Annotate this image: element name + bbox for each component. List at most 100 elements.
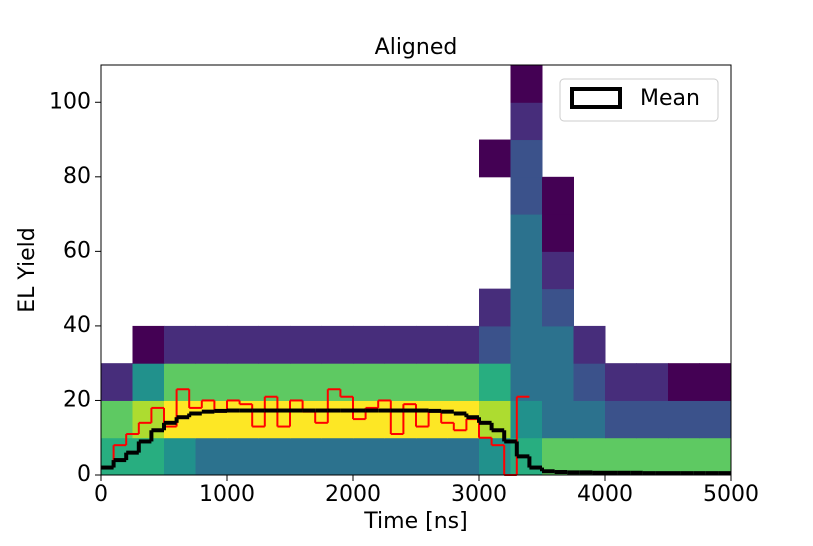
plot-frame (100, 64, 732, 476)
heatmap-cell (542, 325, 574, 364)
heatmap-cell (416, 400, 448, 439)
heatmap-cell (164, 325, 196, 364)
heatmap-cell (479, 437, 511, 476)
heatmap-cell (195, 325, 228, 364)
heatmap-cell (101, 363, 133, 401)
heatmap-cell (510, 363, 543, 401)
heatmap-cell (195, 437, 228, 476)
heatmap-cell (227, 400, 259, 439)
heatmap-cell (258, 437, 291, 476)
heatmap-cell (510, 176, 543, 215)
heatmap-cell (384, 363, 417, 401)
heatmap-cell (542, 251, 574, 290)
heatmap-cell (510, 65, 543, 103)
heatmap-cell (321, 400, 354, 439)
heatmap-cell (479, 363, 511, 401)
y-tick-label: 80 (63, 164, 91, 189)
x-tick-label: 0 (94, 482, 108, 507)
heatmap-cell (416, 437, 448, 476)
heatmap-cell (290, 363, 322, 401)
heatmap-cell (353, 437, 385, 476)
heatmap-cell (542, 176, 574, 215)
heatmap-cell (699, 400, 732, 439)
heatmap-cell (227, 363, 259, 401)
y-axis-label: EL Yield (15, 227, 40, 313)
heatmap-cell (290, 325, 322, 364)
heatmap-cell (636, 437, 669, 476)
legend: Mean (559, 78, 719, 122)
heatmap-cell (510, 102, 543, 141)
heatmap-cell (384, 437, 417, 476)
heatmap-cell (479, 288, 511, 327)
y-tick-label: 20 (63, 387, 91, 412)
heatmap-cell (573, 437, 606, 476)
heatmap-cell (353, 363, 385, 401)
lines (101, 388, 731, 476)
heatmap-cell (321, 325, 354, 364)
y-tick-label: 0 (77, 462, 91, 487)
heatmap-cell (321, 437, 354, 476)
heatmap-cell (542, 288, 574, 327)
y-tick-label: 40 (63, 313, 91, 338)
heatmap-cell (321, 363, 354, 401)
heatmap-cell (510, 325, 543, 364)
heatmap-cell (479, 325, 511, 364)
heatmap-cell (479, 139, 511, 178)
y-tick-label: 100 (49, 89, 91, 114)
legend-swatch (570, 87, 622, 109)
heatmap-cell (510, 400, 543, 439)
x-tick-label: 3000 (451, 482, 507, 507)
heatmap-cell (132, 363, 165, 401)
heatmap-cell (416, 363, 448, 401)
heatmap-cell (542, 363, 574, 401)
heatmap-cell (227, 325, 259, 364)
heatmap-cell (447, 437, 480, 476)
heatmap-cell (573, 400, 606, 439)
heatmap-cell (290, 400, 322, 439)
heatmap-cell (510, 214, 543, 252)
x-tick-label: 2000 (325, 482, 381, 507)
heatmap-cell (636, 400, 669, 439)
heatmap-cell (510, 251, 543, 290)
x-tick-label: 5000 (703, 482, 759, 507)
heatmap-cell (447, 325, 480, 364)
heatmap-cell (258, 363, 291, 401)
heatmap-cell (258, 325, 291, 364)
heatmap-cell (195, 363, 228, 401)
heatmap-cell (290, 437, 322, 476)
heatmap-cell (699, 363, 732, 401)
heatmap-cell (384, 400, 417, 439)
heatmap-cell (164, 400, 196, 439)
heatmap-cell (510, 139, 543, 178)
heatmap (101, 65, 732, 476)
heatmap-cell (384, 325, 417, 364)
axes: 0 1000 2000 3000 4000 5000 0 20 40 60 80 100 Mean (49, 64, 759, 507)
y-tick-label: 60 (63, 238, 91, 263)
x-tick-label: 1000 (199, 482, 255, 507)
heatmap-cell (132, 325, 165, 364)
heatmap-cell (573, 325, 606, 364)
heatmap-cell (164, 437, 196, 476)
heatmap-cell (510, 288, 543, 327)
heatmap-cell (668, 363, 700, 401)
heatmap-cell (258, 400, 291, 439)
chart-title: Aligned (375, 35, 458, 60)
heatmap-cell (542, 400, 574, 439)
heatmap-cell (542, 214, 574, 252)
heatmap-cell (699, 437, 732, 476)
heatmap-cell (101, 400, 133, 439)
heatmap-cell (605, 437, 637, 476)
heatmap-cell (605, 400, 637, 439)
heatmap-cell (227, 437, 259, 476)
heatmap-cell (416, 325, 448, 364)
heatmap-cell (542, 437, 574, 476)
heatmap-cell (668, 400, 700, 439)
x-axis-label: Time [ns] (363, 509, 467, 534)
heatmap-cell (132, 400, 165, 439)
heatmap-cell (605, 363, 637, 401)
legend-label: Mean (640, 86, 700, 111)
heatmap-cell (353, 325, 385, 364)
heatmap-cell (164, 363, 196, 401)
